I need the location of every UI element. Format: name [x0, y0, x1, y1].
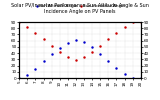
Legend: Sun Altitude Angle, Sun Incidence Angle: Sun Altitude Angle, Sun Incidence Angle: [34, 3, 126, 10]
Sun Altitude Angle: [83, 41, 85, 42]
Line: Sun Incidence Angle: Sun Incidence Angle: [18, 21, 142, 61]
Sun Incidence Angle: [75, 59, 77, 61]
Sun Incidence Angle: [51, 45, 53, 46]
Sun Incidence Angle: [107, 39, 109, 40]
Line: Sun Altitude Angle: Sun Altitude Angle: [18, 39, 142, 79]
Sun Altitude Angle: [43, 61, 44, 62]
Sun Altitude Angle: [91, 46, 93, 48]
Sun Altitude Angle: [107, 60, 109, 61]
Sun Incidence Angle: [26, 26, 28, 28]
Sun Altitude Angle: [124, 74, 126, 75]
Sun Incidence Angle: [140, 21, 142, 23]
Sun Altitude Angle: [18, 77, 20, 79]
Sun Incidence Angle: [116, 33, 117, 34]
Sun Incidence Angle: [99, 45, 101, 46]
Sun Altitude Angle: [99, 53, 101, 54]
Sun Incidence Angle: [59, 51, 61, 53]
Sun Altitude Angle: [26, 74, 28, 76]
Sun Incidence Angle: [124, 26, 126, 28]
Sun Altitude Angle: [34, 68, 36, 69]
Sun Incidence Angle: [67, 57, 69, 58]
Sun Altitude Angle: [59, 47, 61, 48]
Text: Solar PV/Inverter Performance Sun Altitude Angle & Sun Incidence Angle on PV Pan: Solar PV/Inverter Performance Sun Altitu…: [11, 3, 149, 14]
Sun Incidence Angle: [83, 57, 85, 58]
Sun Altitude Angle: [51, 54, 53, 55]
Sun Altitude Angle: [116, 67, 117, 69]
Sun Incidence Angle: [43, 39, 44, 40]
Sun Incidence Angle: [132, 21, 134, 23]
Sun Altitude Angle: [140, 77, 142, 79]
Sun Incidence Angle: [91, 51, 93, 53]
Sun Altitude Angle: [132, 77, 134, 79]
Sun Altitude Angle: [67, 42, 69, 43]
Sun Incidence Angle: [18, 21, 20, 23]
Sun Incidence Angle: [34, 33, 36, 34]
Sun Altitude Angle: [75, 39, 77, 41]
